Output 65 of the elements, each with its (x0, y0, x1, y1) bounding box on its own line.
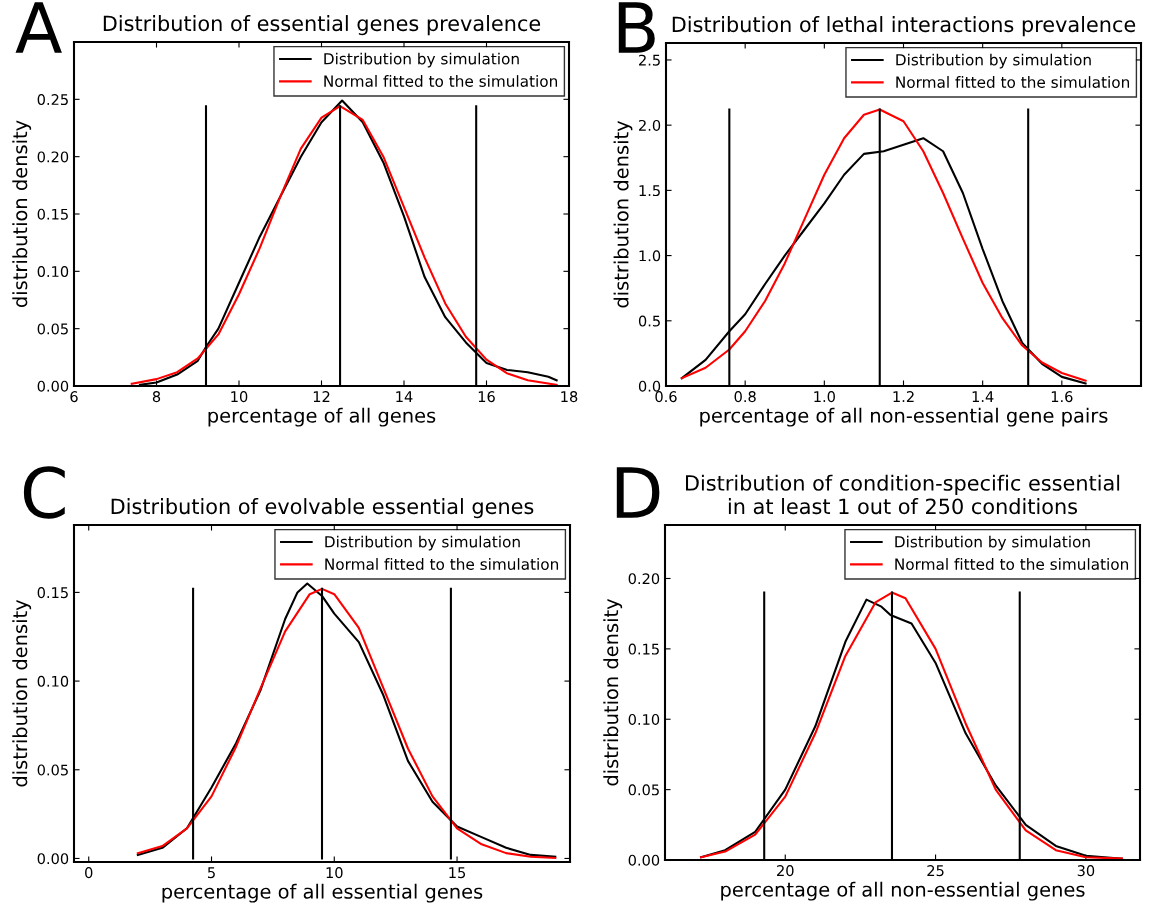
x-tick-label: 15 (449, 867, 466, 879)
legend-label: Distribution by simulation (896, 53, 1091, 69)
y-axis-title: distribution density (613, 120, 633, 308)
y-tick-label: 0.00 (628, 854, 660, 866)
y-tick-label: 0.05 (628, 784, 659, 796)
y-tick-label: 0.10 (37, 675, 69, 687)
x-tick-label: 0 (85, 867, 93, 879)
chart-title: Distribution of lethal interactions prevalence (672, 16, 1136, 37)
x-tick-label: 10 (326, 867, 343, 879)
y-tick-label: 0.0 (638, 380, 661, 392)
x-tick-label: 1.4 (972, 391, 994, 402)
x-tick-label: 0.6 (655, 391, 677, 403)
x-tick-label: 16 (478, 391, 495, 403)
y-tick-label: 0.00 (37, 380, 69, 392)
chart-title: Distribution of evolvable essential genes (111, 498, 534, 519)
y-tick-label: 1.5 (639, 185, 660, 197)
x-tick-label: 12 (313, 391, 330, 402)
text: D (616, 467, 660, 518)
y-axis-title: distribution density (12, 120, 32, 308)
legend-label: Normal fitted to the simulation (895, 558, 1129, 570)
legend-label: Distribution by simulation (325, 535, 520, 551)
x-tick-label: 18 (561, 391, 578, 403)
text: C (23, 466, 65, 519)
x-tick-label: 30 (1077, 865, 1095, 877)
x-axis-title: percentage of all essential genes (162, 883, 483, 903)
x-tick-label: 6 (70, 391, 78, 403)
text: B (618, 2, 655, 53)
y-tick-label: 0.15 (37, 587, 68, 599)
y-tick-label: 1.0 (639, 250, 661, 262)
y-tick-label: 0.15 (628, 643, 659, 655)
x-tick-label: 14 (396, 391, 413, 402)
legend-label: Distribution by simulation (324, 52, 519, 68)
legend-label: Normal fitted to the simulation (325, 558, 559, 570)
y-tick-label: 2.5 (639, 54, 660, 66)
y-tick-label: 0.10 (628, 713, 660, 725)
x-tick-label: 1.0 (814, 391, 835, 403)
y-tick-label: 0.10 (37, 266, 69, 278)
legend-label: Normal fitted to the simulation (324, 75, 558, 87)
y-tick-label: 0.20 (37, 151, 69, 163)
x-axis-title: percentage of all non-essential genes (721, 881, 1085, 901)
chart-title: Distribution of condition-specific essential in at least 1 out of 250 conditions (686, 474, 1120, 515)
x-tick-label: 25 (927, 865, 944, 877)
text: A (15, 2, 62, 53)
x-tick-label: 0.8 (734, 391, 756, 403)
y-tick-label: 0.25 (37, 94, 68, 106)
x-tick-label: 1.6 (1051, 391, 1073, 403)
legend-label: Normal fitted to the simulation (896, 76, 1130, 88)
chart-title: Distribution of essential genes prevalence (103, 15, 541, 36)
y-tick-label: 0.05 (37, 323, 68, 335)
y-axis-title: distribution density (603, 598, 623, 786)
x-tick-label: 5 (207, 867, 215, 879)
y-tick-label: 0.05 (37, 764, 68, 776)
legend-label: Distribution by simulation (895, 535, 1090, 551)
x-tick-label: 10 (231, 391, 248, 403)
x-axis-title: percentage of all genes (208, 407, 436, 427)
y-tick-label: 2.0 (639, 119, 661, 131)
x-axis-title: percentage of all non-essential gene pairs (700, 407, 1108, 427)
y-tick-label: 0.5 (638, 315, 660, 327)
y-tick-label: 0.15 (37, 208, 68, 220)
y-tick-label: 0.00 (37, 853, 69, 865)
y-axis-title: distribution density (12, 599, 32, 787)
x-tick-label: 20 (777, 865, 794, 877)
x-tick-label: 8 (152, 391, 161, 403)
x-tick-label: 1.2 (893, 391, 914, 402)
y-tick-label: 0.20 (628, 573, 660, 585)
